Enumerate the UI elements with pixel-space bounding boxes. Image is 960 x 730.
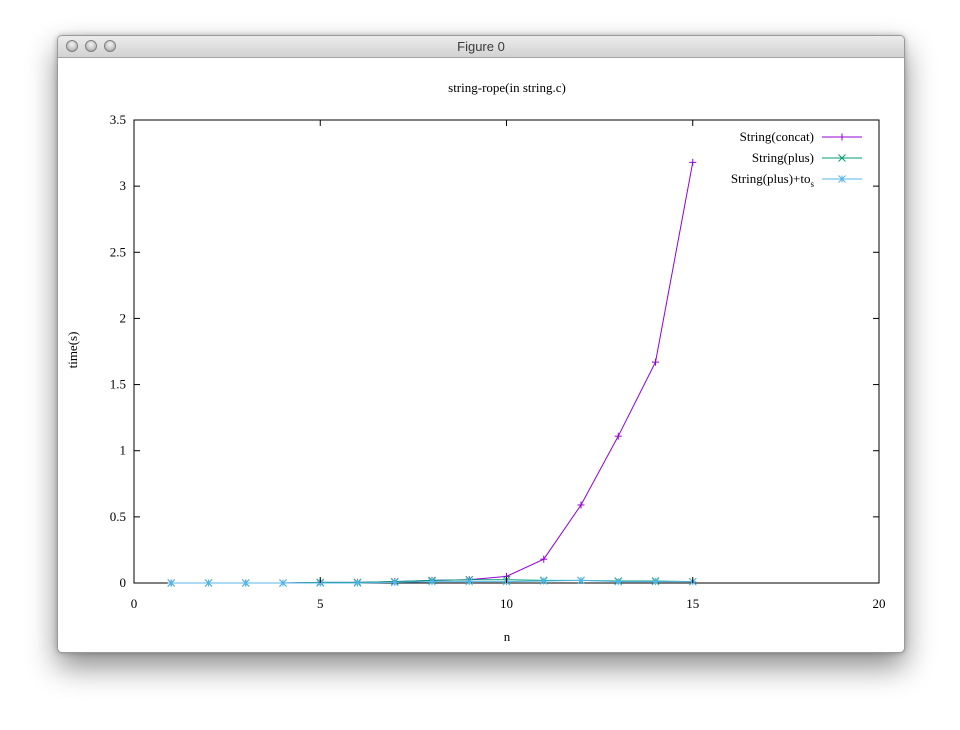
x-tick-label: 10 <box>500 596 513 611</box>
marker-stroke <box>465 577 474 586</box>
legend-entry: String(plus)+tos <box>731 171 862 189</box>
x-tick-label: 20 <box>873 596 886 611</box>
plot-canvas: 0 5 10 15 20 0 0.5 1 1.5 2 2.5 3 3.5 String(concat) S… <box>58 58 904 652</box>
data-point <box>241 579 250 587</box>
chart-title: string-rope(in string.c) <box>448 80 566 95</box>
y-tick-label: 3 <box>120 178 127 193</box>
series-3 <box>167 576 697 587</box>
data-point <box>689 158 697 166</box>
y-tick-label: 3.5 <box>110 112 126 127</box>
legend-entry: String(concat) <box>740 129 862 144</box>
y-tick-label: 1 <box>120 443 127 458</box>
legend-marker <box>838 175 846 183</box>
minimize-button[interactable] <box>85 40 97 52</box>
data-point <box>204 579 213 587</box>
marker-stroke <box>838 175 846 183</box>
x-tick-label: 0 <box>131 596 138 611</box>
marker-stroke <box>614 577 623 586</box>
data-point <box>353 579 362 587</box>
marker-stroke <box>390 578 399 587</box>
legend-label: String(concat) <box>740 129 814 144</box>
x-axis-label: n <box>504 629 511 644</box>
legend-marker <box>838 154 846 162</box>
y-tick-label: 0 <box>120 575 127 590</box>
marker-stroke <box>838 154 846 162</box>
data-point <box>614 432 622 440</box>
series-line <box>171 162 694 584</box>
close-button[interactable] <box>66 40 78 52</box>
legend-label: String(plus)+tos <box>731 171 815 189</box>
y-tick-label: 0.5 <box>110 509 126 524</box>
marker-stroke <box>241 579 250 587</box>
data-point <box>428 577 436 586</box>
series-1 <box>167 158 697 587</box>
marker-stroke <box>353 579 362 587</box>
y-tick-label: 2.5 <box>110 244 126 259</box>
x-tick-label: 15 <box>686 596 699 611</box>
y-tick-label: 1.5 <box>110 377 126 392</box>
x-tick-label: 5 <box>317 596 324 611</box>
marker-stroke <box>204 579 213 587</box>
line-chart: 0 5 10 15 20 0 0.5 1 1.5 2 2.5 3 3.5 String(concat) S… <box>65 80 886 644</box>
marker-stroke <box>539 577 548 585</box>
plot-frame <box>133 119 880 584</box>
legend-entry: String(plus) <box>752 150 862 165</box>
y-tick-label: 2 <box>120 310 127 325</box>
data-point <box>539 577 548 585</box>
title-bar[interactable]: Figure 0 <box>58 36 904 58</box>
data-point <box>651 577 660 586</box>
marker-stroke <box>428 577 436 586</box>
y-axis-label: time(s) <box>65 332 80 369</box>
marker-stroke <box>279 579 287 587</box>
data-point <box>577 576 585 585</box>
figure-window: Figure 0 0 5 10 15 20 0 0.5 1 1.5 2 2.5 3 3.5 String… <box>57 35 905 653</box>
data-point <box>279 579 287 587</box>
data-point <box>652 358 659 366</box>
data-point <box>167 579 176 587</box>
window-title: Figure 0 <box>457 39 505 54</box>
marker-stroke <box>651 577 660 586</box>
data-point <box>465 577 474 586</box>
legend-marker <box>838 133 846 141</box>
legend-label: String(plus) <box>752 150 814 165</box>
marker-stroke <box>577 576 585 585</box>
data-point <box>540 555 548 563</box>
data-point <box>390 578 399 587</box>
marker-stroke <box>167 579 176 587</box>
data-point <box>577 501 585 509</box>
zoom-button[interactable] <box>104 40 116 52</box>
data-point <box>614 577 623 586</box>
